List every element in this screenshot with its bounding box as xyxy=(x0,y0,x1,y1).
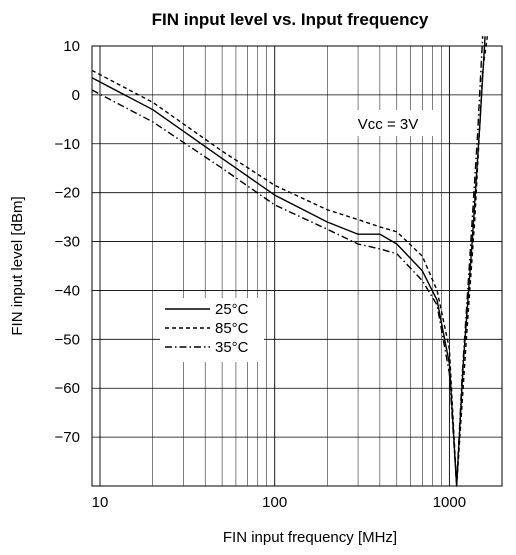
x-axis-label: FIN input frequency [MHz] xyxy=(223,529,397,546)
series-line xyxy=(91,36,486,487)
plot-frame xyxy=(91,45,503,487)
x-tick-label: 100 xyxy=(262,494,287,511)
grid xyxy=(91,45,503,486)
series-line xyxy=(91,36,484,487)
series-line xyxy=(91,36,489,487)
x-axis-ticks: 10 100 1000 xyxy=(92,494,466,511)
y-tick-label: −40 xyxy=(55,282,80,299)
annotation-background xyxy=(338,110,434,136)
y-tick-label: 10 xyxy=(63,38,80,55)
legend-label: 25°C xyxy=(215,301,249,318)
y-tick-label: −60 xyxy=(55,380,80,397)
legend-label: 35°C xyxy=(215,339,249,356)
y-tick-label: −10 xyxy=(55,136,80,153)
y-tick-label: −70 xyxy=(55,429,80,446)
series-group xyxy=(91,36,489,487)
vcc-annotation: Vcc = 3V xyxy=(358,116,418,133)
legend: 25°C 85°C 35°C xyxy=(160,298,264,362)
y-tick-label: −20 xyxy=(55,185,80,202)
y-tick-label: 0 xyxy=(72,87,80,104)
y-tick-label: −50 xyxy=(55,331,80,348)
x-tick-label: 1000 xyxy=(433,494,466,511)
y-axis-label: FIN input level [dBm] xyxy=(9,196,26,335)
legend-label: 85°C xyxy=(215,320,249,337)
y-tick-label: −30 xyxy=(55,234,80,251)
chart-title: FIN input level vs. Input frequency xyxy=(152,10,429,29)
y-axis-ticks: 10 0 −10 −20 −30 −40 −50 −60 −70 xyxy=(55,38,80,446)
x-tick-label: 10 xyxy=(92,494,109,511)
